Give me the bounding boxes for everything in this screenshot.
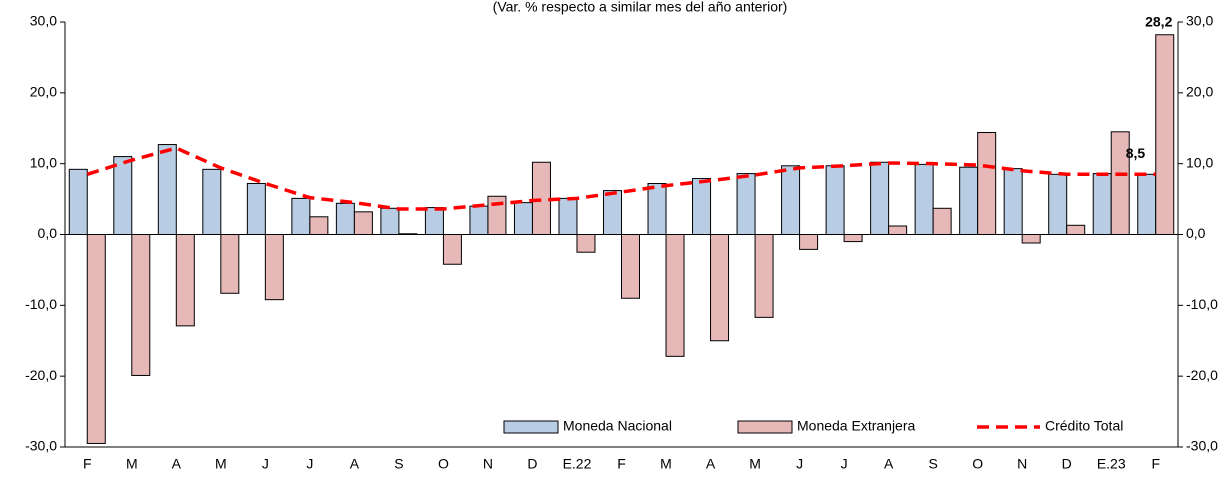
x-tick-label: N — [1017, 456, 1027, 472]
x-tick-label: N — [483, 456, 493, 472]
x-tick-label: M — [660, 456, 672, 472]
bar — [799, 234, 819, 250]
x-tick-label: O — [438, 456, 449, 472]
bar — [1155, 34, 1175, 235]
data-label: 8,5 — [1126, 145, 1146, 161]
x-tick-label: S — [394, 456, 403, 472]
bar — [647, 183, 667, 235]
bar — [309, 216, 329, 236]
y2-tick-label: 30,0 — [1186, 13, 1213, 29]
bar — [220, 234, 240, 294]
x-tick-label: J — [841, 456, 848, 472]
bar — [665, 234, 685, 357]
y-tick-label: 20,0 — [30, 84, 57, 100]
x-tick-label: F — [1151, 456, 1160, 472]
bar — [959, 166, 979, 235]
x-tick-label: A — [884, 456, 894, 472]
bar — [825, 165, 845, 236]
y-tick-label: -30,0 — [25, 438, 57, 454]
legend-label: Moneda Extranjera — [797, 418, 916, 434]
bar — [1048, 173, 1068, 236]
y2-tick-label: 0,0 — [1186, 225, 1206, 241]
bar — [424, 207, 444, 235]
data-label: 28,2 — [1145, 13, 1172, 29]
bar — [977, 132, 997, 235]
x-tick-label: D — [527, 456, 537, 472]
bar — [754, 234, 774, 318]
bar — [246, 183, 266, 235]
x-tick-label: F — [617, 456, 626, 472]
x-tick-label: E.22 — [563, 456, 592, 472]
bar — [68, 168, 88, 235]
chart-subtitle: (Var. % respecto a similar mes del año a… — [493, 0, 788, 15]
bar — [736, 173, 756, 235]
x-tick-label: J — [306, 456, 313, 472]
x-tick-label: F — [83, 456, 92, 472]
bar — [531, 161, 551, 235]
bar — [157, 144, 177, 236]
bar — [576, 234, 596, 253]
x-tick-label: M — [215, 456, 227, 472]
bar — [335, 202, 355, 235]
bar — [113, 156, 133, 235]
legend-label: Crédito Total — [1045, 418, 1123, 434]
bar — [291, 197, 311, 235]
bar — [175, 234, 195, 327]
bar — [603, 190, 622, 235]
bar — [692, 178, 712, 236]
x-tick-label: M — [749, 456, 761, 472]
bar — [843, 234, 863, 243]
x-tick-label: J — [262, 456, 269, 472]
bar — [380, 207, 400, 236]
bar — [1021, 234, 1041, 244]
x-tick-label: J — [796, 456, 803, 472]
legend-swatch — [737, 420, 793, 434]
x-tick-label: S — [928, 456, 937, 472]
x-tick-label: A — [172, 456, 182, 472]
y-tick-label: -10,0 — [25, 296, 57, 312]
y2-tick-label: -20,0 — [1186, 367, 1218, 383]
bar — [914, 163, 934, 235]
bar — [353, 211, 373, 235]
bar — [1003, 168, 1023, 235]
x-tick-label: O — [972, 456, 983, 472]
bar — [442, 234, 462, 265]
x-tick-label: A — [706, 456, 716, 472]
y-tick-label: -20,0 — [25, 367, 57, 383]
bar — [513, 202, 533, 235]
bar — [621, 234, 640, 299]
x-tick-label: D — [1062, 456, 1072, 472]
bar — [1066, 224, 1086, 236]
y-tick-label: 30,0 — [30, 13, 57, 29]
bar — [1092, 173, 1112, 235]
bar — [888, 225, 908, 235]
bar — [932, 207, 952, 236]
bar — [781, 165, 801, 236]
y2-tick-label: 20,0 — [1186, 84, 1213, 100]
bar — [202, 168, 222, 235]
legend-swatch — [503, 420, 559, 434]
bar — [870, 161, 890, 235]
x-tick-label: E.23 — [1097, 456, 1126, 472]
legend-label: Moneda Nacional — [563, 418, 672, 434]
y2-tick-label: -10,0 — [1186, 296, 1218, 312]
bar — [264, 234, 284, 301]
y-tick-label: 10,0 — [30, 154, 57, 170]
bar — [710, 234, 730, 342]
bar — [558, 197, 578, 235]
bar — [469, 205, 489, 236]
x-tick-label: A — [350, 456, 360, 472]
y-tick-label: 0,0 — [38, 225, 58, 241]
bar — [86, 234, 106, 444]
y2-tick-label: -30,0 — [1186, 438, 1218, 454]
y2-tick-label: 10,0 — [1186, 154, 1213, 170]
bar — [1137, 173, 1157, 236]
x-tick-label: M — [126, 456, 138, 472]
bar — [131, 234, 151, 376]
